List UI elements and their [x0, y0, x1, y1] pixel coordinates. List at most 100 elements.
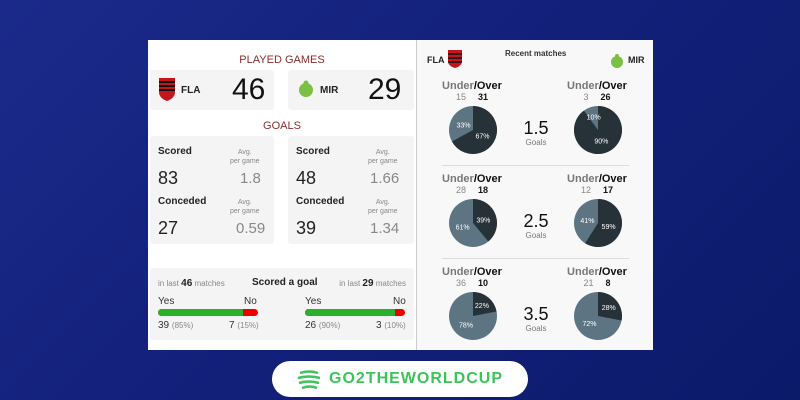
home-under-over-counts: 36 10: [455, 278, 489, 288]
home-conceded-avg: 0.59: [236, 220, 266, 237]
over-pct-label: 28%: [602, 305, 616, 312]
avg-line2: per game: [230, 208, 260, 215]
mir-crest-icon: [611, 54, 623, 68]
away-conceded-avg: 1.34: [370, 220, 400, 237]
goal-line: 2.5: [523, 211, 549, 231]
over-slice: [473, 199, 497, 242]
home-pie-chart-3.5: 22% 78%: [449, 292, 497, 340]
brand-name: GO2THEWORLDCUP: [329, 370, 503, 387]
over-slice: [598, 292, 622, 321]
over-pct-label: 67%: [475, 134, 489, 141]
yes-label: Yes: [305, 296, 322, 307]
away-yes: 26 (90%): [305, 320, 341, 331]
away-under-over-header: Under/Over: [567, 173, 627, 185]
away-played-card: MIR 29: [288, 70, 414, 110]
over-pct-label: 59%: [602, 224, 616, 231]
away-played: 29: [368, 73, 402, 106]
avg-line2: per game: [230, 158, 260, 165]
away-abbr: MIR: [628, 55, 645, 65]
away-yes-fill: [305, 309, 395, 316]
home-no: 7 (15%): [229, 320, 259, 331]
avg-label: Avg. per game: [230, 198, 260, 216]
away-under-over-header: Under/Over: [567, 266, 627, 278]
avg-label: Avg. per game: [368, 198, 398, 216]
avg-label: Avg. per game: [230, 148, 260, 166]
away-in-last: in last 29 matches: [339, 278, 406, 289]
home-scored-bar: [158, 309, 258, 316]
home-conceded: 27: [158, 218, 179, 238]
avg-line1: Avg.: [237, 149, 252, 156]
row-divider: [442, 258, 629, 259]
brand-logo[interactable]: GO2THEWORLDCUP: [272, 361, 528, 397]
conceded-label: Conceded: [158, 196, 207, 207]
away-under-over-header: Under/Over: [567, 80, 627, 92]
no-label: No: [393, 296, 406, 307]
away-under-over-counts: 3 26: [583, 92, 611, 102]
under-pct-label: 10%: [587, 115, 601, 122]
home-played-card: FLA 46: [150, 70, 274, 110]
goals-label: Goals: [525, 324, 547, 333]
goals-label: Goals: [525, 138, 547, 147]
home-under-over-counts: 15 31: [455, 92, 489, 102]
home-pie-chart-1.5: 67% 33%: [449, 106, 497, 154]
mir-crest-icon: [299, 80, 313, 97]
over-slice: [585, 199, 622, 247]
fla-crest-icon: [448, 50, 462, 68]
home-goals-card: Scored Avg. per game 83 1.8 Conceded Avg.…: [150, 136, 274, 244]
under-pct-label: 41%: [580, 218, 594, 225]
scored-label: Scored: [158, 146, 192, 157]
away-pie-chart-1.5: 90% 10%: [574, 106, 622, 154]
over-pct-label: 39%: [476, 217, 490, 224]
row-divider: [442, 165, 629, 166]
away-under-over-counts: 21 8: [583, 278, 611, 288]
home-under-over-header: Under/Over: [442, 80, 502, 92]
under-pct-label: 61%: [456, 225, 470, 232]
recent-matches-panel: FLA Recent matches MIR Under/Over 15 31 6…: [416, 40, 653, 350]
home-under-over-header: Under/Over: [442, 173, 502, 185]
goal-line: 3.5: [523, 304, 549, 324]
avg-label: Avg. per game: [368, 148, 398, 166]
over-slice: [451, 106, 497, 154]
away-pie-chart-2.5: 59% 41%: [574, 199, 622, 247]
under-pct-label: 72%: [583, 321, 597, 328]
home-scored-avg: 1.8: [240, 170, 261, 187]
avg-line2: per game: [368, 208, 398, 215]
goals-title: GOALS: [263, 120, 301, 132]
goals-label: Goals: [525, 231, 547, 240]
avg-line2: per game: [368, 158, 398, 165]
scored-a-goal-card: in last 46 matches Scored a goal in last…: [150, 268, 414, 340]
away-pie-chart-3.5: 28% 72%: [574, 292, 622, 340]
away-goals-card: Scored Avg. per game 48 1.66 Conceded Avg…: [288, 136, 414, 244]
played-games-title: PLAYED GAMES: [239, 54, 325, 66]
no-label: No: [244, 296, 257, 307]
over-slice: [574, 106, 622, 154]
home-played: 46: [232, 73, 266, 106]
home-scored: 83: [158, 168, 179, 188]
away-scored-avg: 1.66: [370, 170, 400, 187]
stats-panel: PLAYED GAMES FLA 46 MIR 29 GOALS Scored …: [148, 40, 416, 350]
away-conceded: 39: [296, 218, 317, 238]
away-abbr: MIR: [320, 85, 339, 96]
recent-title: Recent matches: [505, 49, 567, 58]
over-pct-label: 22%: [475, 303, 489, 310]
goal-line: 1.5: [523, 118, 549, 138]
over-slice: [473, 292, 497, 316]
under-pct-label: 33%: [457, 122, 471, 129]
home-pie-chart-2.5: 39% 61%: [449, 199, 497, 247]
home-yes-fill: [158, 309, 243, 316]
yes-label: Yes: [158, 296, 175, 307]
avg-line1: Avg.: [375, 149, 390, 156]
scored-label: Scored: [296, 146, 330, 157]
fla-crest-icon: [159, 78, 175, 101]
over-pct-label: 90%: [594, 138, 608, 145]
home-abbr: FLA: [427, 55, 445, 65]
home-in-last: in last 46 matches: [158, 278, 225, 289]
scored-goal-title: Scored a goal: [252, 277, 318, 288]
avg-line1: Avg.: [237, 199, 252, 206]
away-scored: 48: [296, 168, 317, 188]
conceded-label: Conceded: [296, 196, 345, 207]
avg-line1: Avg.: [375, 199, 390, 206]
away-under-over-counts: 12 17: [580, 185, 614, 195]
home-under-over-header: Under/Over: [442, 266, 502, 278]
away-no: 3 (10%): [376, 320, 406, 331]
